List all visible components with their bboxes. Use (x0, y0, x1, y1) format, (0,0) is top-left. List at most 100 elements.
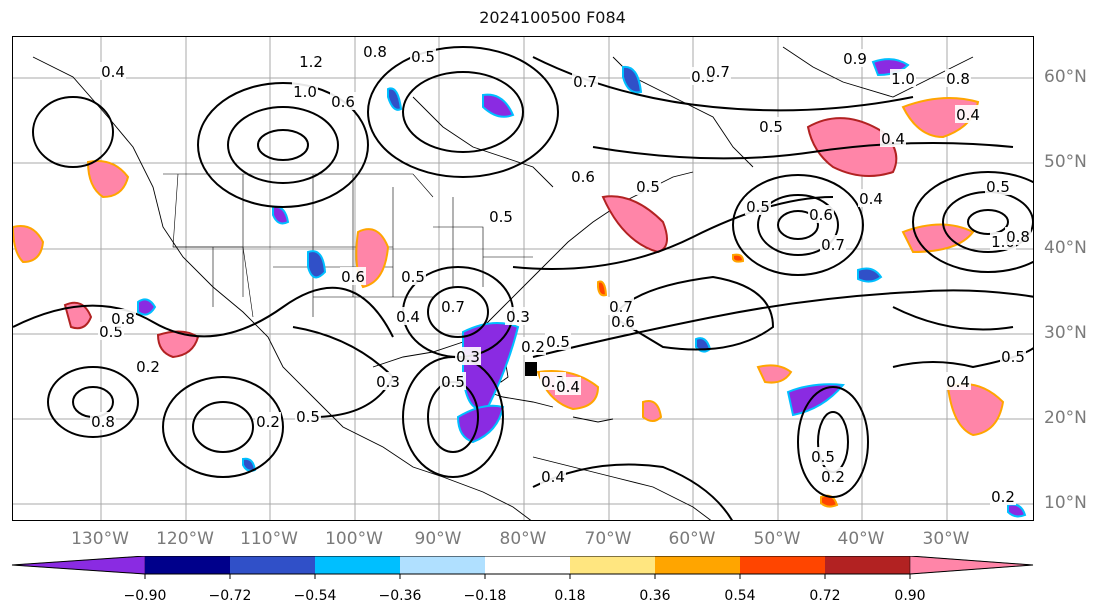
lon-label: 120°W (156, 529, 214, 549)
lon-label: 50°W (753, 529, 801, 549)
contour-label-bg (298, 52, 324, 70)
lon-label: 70°W (584, 529, 632, 549)
contour-label: 0.8 (363, 43, 387, 61)
contour-label-bg (488, 207, 514, 225)
lon-label: 110°W (240, 529, 298, 549)
map-panel[interactable]: 0.4 1.2 1.0 0.8 0.6 0.5 0.7 0.8 0.5 0.4 0.7 0.9 1.0 0… (12, 36, 1034, 521)
state-borders (163, 173, 533, 318)
plot-title: 2024100500 F084 (479, 8, 626, 27)
contour-label: 0.8 (111, 310, 135, 328)
contour-label-bg (410, 47, 436, 65)
contour-label: 0.7 (609, 298, 633, 316)
colorbar-segment (315, 556, 400, 574)
contour-label-bg (340, 267, 366, 285)
contour-label-bg (608, 297, 634, 315)
colorbar-segment (825, 556, 910, 574)
contour-label: 0.7 (706, 63, 730, 81)
contour-label-bg (842, 49, 868, 67)
contour-label: 0.2 (256, 413, 280, 431)
contour-label-bg (610, 312, 636, 330)
contour-label: 0.5 (441, 373, 465, 391)
contour-label-bg (100, 62, 126, 80)
contour-label: 0.5 (296, 408, 320, 426)
contour-label: 0.5 (759, 118, 783, 136)
contour-label: 0.6 (809, 206, 833, 224)
contour-label: 0.2 (821, 468, 845, 486)
colorbar-tick: −0.18 (463, 588, 507, 604)
lon-label: 30°W (922, 529, 970, 549)
contour-label-bg (990, 487, 1016, 505)
contour-label-bg (440, 372, 466, 390)
contour-label: 0.8 (91, 413, 115, 431)
contour-label: 0.8 (946, 70, 970, 88)
contour-label: 0.4 (956, 106, 980, 124)
contour-label: 0.5 (746, 198, 770, 216)
contour-label-bg (758, 117, 784, 135)
colorbar-segment (740, 556, 825, 574)
colorbar-tick: 0.54 (724, 588, 756, 604)
contour-label: 0.7 (573, 73, 597, 91)
contour-label-bg (440, 297, 466, 315)
colorbar-segment (11, 556, 146, 575)
colorbar-tick: 0.90 (894, 588, 926, 604)
lat-label: 50°N (1044, 152, 1087, 172)
colorbar-segment (909, 556, 1034, 575)
contour-label: 1.2 (299, 53, 323, 71)
contour-label: 1.0 (293, 83, 317, 101)
contour-label-bg (808, 205, 834, 223)
contour-label-bg (858, 189, 884, 207)
colorbar-segment (485, 556, 570, 574)
contour-label: 0.5 (636, 178, 660, 196)
contour-label: 0.5 (811, 448, 835, 466)
lon-label: 80°W (499, 529, 547, 549)
contour-label-bg (135, 357, 161, 375)
map-canvas: 0.41.21.00.80.60.50.7 0.80.50.40.70.91.0 0… (13, 37, 1033, 520)
contour-label-bg (820, 467, 846, 485)
contour-label-bg (110, 309, 136, 327)
contour-label-bg (555, 377, 581, 395)
contour-label-bg (545, 332, 571, 350)
contour-label-bg (890, 69, 916, 87)
colorbar-segment (230, 556, 315, 574)
colorbar (11, 556, 1034, 579)
colorbar-segment (570, 556, 655, 574)
contour-label: 0.4 (396, 308, 420, 326)
lon-label: 130°W (71, 529, 129, 549)
contour-label: 0.8 (1006, 228, 1030, 246)
contour-label: 0.2 (521, 338, 545, 356)
lon-label: 40°W (837, 529, 885, 549)
lat-label: 20°N (1044, 408, 1087, 428)
contour-label: 0.5 (1001, 348, 1025, 366)
contour-label: 0.5 (489, 208, 513, 226)
contour-label: 0.5 (401, 268, 425, 286)
contour-label-bg (292, 82, 318, 100)
contour-label-bg (820, 235, 846, 253)
contour-label: 0.4 (946, 373, 970, 391)
contour-label: 0.4 (881, 130, 905, 148)
contour-label-bg (635, 177, 661, 195)
contour-label: 0.5 (546, 333, 570, 351)
colorbar-tick: −0.54 (293, 588, 337, 604)
contour-label-bg (985, 177, 1011, 195)
contour-label-bg (540, 467, 566, 485)
colorbar-tick: −0.90 (123, 588, 167, 604)
contour-label: 0.3 (376, 373, 400, 391)
contour-label: 0.6 (611, 313, 635, 331)
contour-label-bg (520, 337, 546, 355)
contour-label-bg (90, 412, 116, 430)
contour-label-bg (362, 42, 388, 60)
lat-label: 10°N (1044, 493, 1087, 513)
contour-label-bg (330, 92, 356, 110)
contour-label-bg (570, 167, 596, 185)
contour-label-bg (880, 129, 906, 147)
contour-label: 0.5 (986, 178, 1010, 196)
contour-label-bg (705, 62, 731, 80)
lon-label: 60°W (668, 529, 716, 549)
colorbar-tick: 0.36 (639, 588, 671, 604)
colorbar-tick: 0.18 (554, 588, 586, 604)
colorbar-tick: −0.72 (208, 588, 252, 604)
contour-label-bg (375, 372, 401, 390)
contour-label-bg (745, 197, 771, 215)
contour-label-bg (572, 72, 598, 90)
contour-label: 0.4 (101, 63, 125, 81)
